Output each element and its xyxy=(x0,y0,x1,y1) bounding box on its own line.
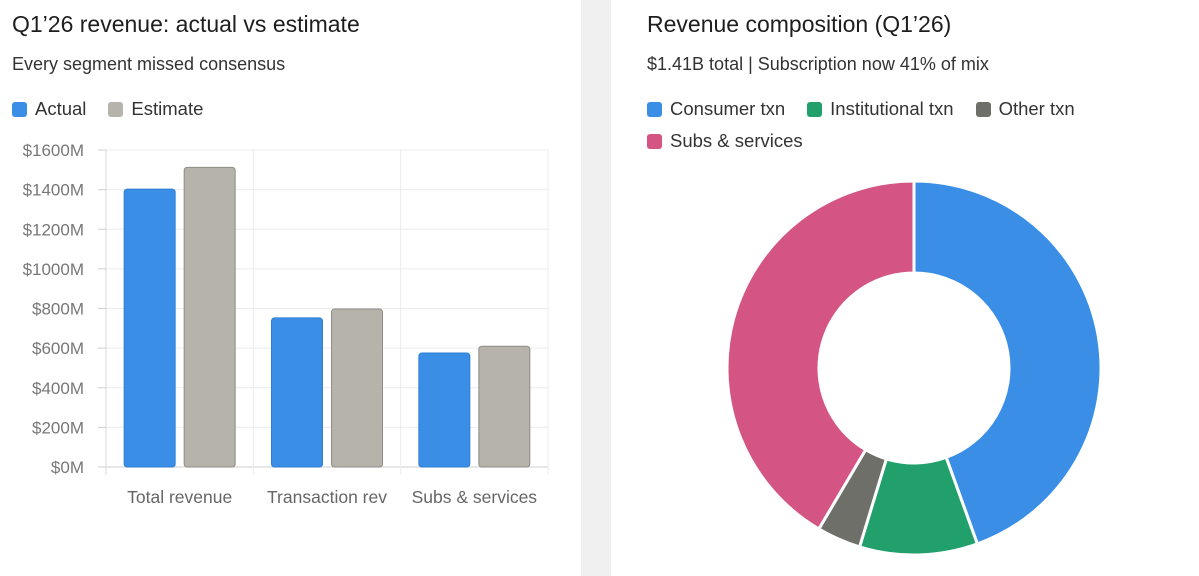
bar-estimate-subs-services[interactable] xyxy=(478,345,531,468)
bar-chart-panel: Q1’26 revenue: actual vs estimate Every … xyxy=(0,0,581,576)
donut-legend-item-subs-services[interactable]: Subs & services xyxy=(647,130,803,152)
y-tick-label: $200M xyxy=(32,418,84,437)
donut-chart-title: Revenue composition (Q1’26) xyxy=(647,11,952,37)
bar-legend-swatch xyxy=(12,101,27,117)
bar-chart-subtitle: Every segment missed consensus xyxy=(12,54,286,74)
bar-legend-label: Estimate xyxy=(131,98,204,119)
donut-chart-plot xyxy=(725,179,1103,557)
bar-legend-item-estimate[interactable]: Estimate xyxy=(108,98,203,120)
x-tick-label: Transaction rev xyxy=(267,487,387,507)
bar-chart-title: Q1’26 revenue: actual vs estimate xyxy=(12,11,360,37)
y-tick-label: $400M xyxy=(32,379,84,398)
bar-estimate-total-revenue[interactable] xyxy=(183,166,236,468)
y-tick-label: $0M xyxy=(51,458,84,477)
donut-legend-item-other-txn[interactable]: Other txn xyxy=(975,98,1075,120)
bar-actual-total-revenue[interactable] xyxy=(123,188,176,468)
bar-legend-swatch xyxy=(108,101,124,117)
donut-legend-item-institutional-txn[interactable]: Institutional txn xyxy=(807,98,954,120)
donut-legend-swatch xyxy=(647,133,662,149)
bar-chart-plot: $0M $200M $400M $600M $800M $1000M $1200M $1400… xyxy=(23,141,549,507)
x-tick-label: Subs & services xyxy=(412,487,538,507)
donut-legend-label: Other txn xyxy=(998,98,1075,119)
bar-chart-legend: Actual Estimate xyxy=(12,98,532,120)
bar-actual-subs-services[interactable] xyxy=(418,352,471,468)
y-tick-label: $800M xyxy=(32,300,84,319)
y-tick-label: $600M xyxy=(32,339,84,358)
bar-estimate-transaction-rev[interactable] xyxy=(331,308,383,468)
donut-legend-label: Subs & services xyxy=(670,130,803,151)
donut-legend-label: Institutional txn xyxy=(830,98,954,119)
donut-legend-label: Consumer txn xyxy=(670,98,786,119)
donut-legend-swatch xyxy=(975,101,991,117)
donut-chart-subtitle: $1.41B total | Subscription now 41% of m… xyxy=(647,54,989,74)
donut-legend-item-consumer-txn[interactable]: Consumer txn xyxy=(647,98,785,120)
donut-slice-consumer-txn[interactable] xyxy=(912,179,1103,546)
y-tick-label: $1000M xyxy=(23,260,84,279)
bar-actual-transaction-rev[interactable] xyxy=(271,317,323,468)
y-tick-label: $1400M xyxy=(23,181,84,200)
y-tick-label: $1200M xyxy=(23,220,84,239)
y-tick-label: $1600M xyxy=(23,141,84,160)
donut-legend-swatch xyxy=(647,101,662,117)
donut-legend-swatch xyxy=(807,101,823,117)
bar-legend-label: Actual xyxy=(35,98,87,119)
donut-chart-legend: Consumer txn Institutional txn Other txn Su… xyxy=(647,98,1167,152)
bar-legend-item-actual[interactable]: Actual xyxy=(12,98,86,120)
donut-slice-subs-services[interactable] xyxy=(725,179,916,531)
donut-chart-panel: Revenue composition (Q1’26) $1.41B total… xyxy=(611,0,1199,576)
x-tick-label: Total revenue xyxy=(127,487,232,507)
